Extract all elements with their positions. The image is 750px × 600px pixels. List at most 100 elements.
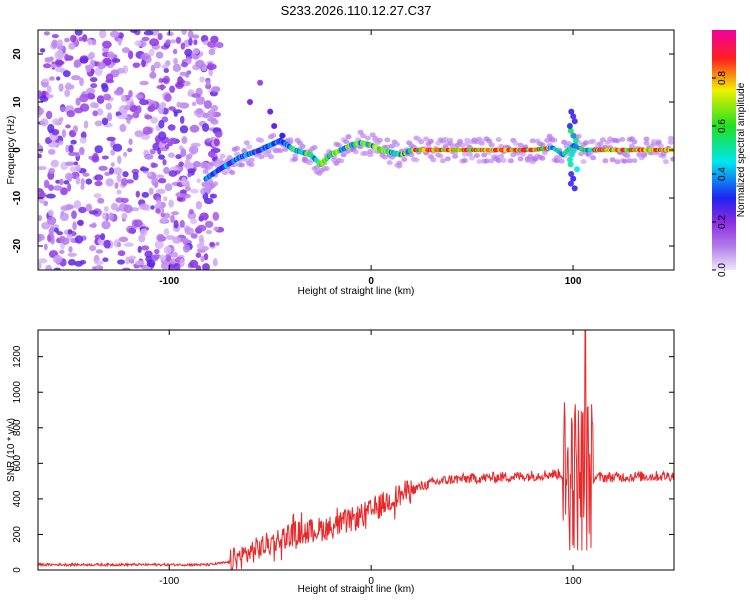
ridge-halo [556,154,563,160]
noise-blob [102,93,112,101]
noise-blob [149,148,156,155]
ridge-spur [247,99,253,105]
ridge-halo [473,153,480,159]
noise-blob [128,90,133,98]
snr-frame [37,329,675,571]
ridge-halo [377,137,383,143]
noise-blob [195,59,205,68]
ridge-halo [498,144,505,149]
ridge-halo [478,141,485,146]
noise-blob [198,234,204,243]
ridge-halo [335,142,342,148]
spike-blob [568,171,575,177]
ridge-halo [258,138,265,143]
noise-blob [93,193,102,199]
ridge-halo [449,143,456,149]
noise-blob [73,161,79,166]
noise-blob [110,162,115,167]
noise-blob [141,36,150,42]
ridge-halo [561,139,568,145]
ridge-halo [476,159,483,164]
ridge-halo [643,140,650,146]
noise-blob [38,145,44,154]
noise-blob [193,39,198,46]
noise-blob [103,239,111,249]
noise-blob [62,70,71,78]
ridge-halo [461,158,468,163]
noise-blob [196,224,207,232]
noise-blob [83,120,89,129]
noise-blob [174,263,181,270]
noise-blob [153,61,161,69]
ridge-halo [265,148,272,154]
ridge-halo [641,152,648,158]
ridge-halo [345,134,352,140]
noise-blob [132,171,139,181]
noise-blob [50,159,59,168]
noise-blob [116,189,122,195]
noise-blob [51,34,59,39]
noise-blob [189,124,200,133]
noise-blob [61,129,67,138]
ridge-halo [529,138,536,144]
spike-blob [566,123,573,129]
noise-blob [199,212,209,221]
ridge-halo [401,157,408,162]
noise-blob [103,206,109,212]
noise-blob [59,212,69,222]
noise-blob [43,243,48,251]
noise-blob [85,178,93,185]
noise-blob [75,176,81,185]
colorbar-tick-label: 0.8 [717,71,728,85]
ridge-halo [299,143,306,149]
ridge-halo [621,158,628,164]
spike-blob [568,108,575,115]
noise-blob [97,197,105,204]
noise-blob [48,167,56,175]
noise-blob [196,178,201,184]
noise-blob [48,142,58,148]
noise-blob [180,148,187,158]
noise-blob [195,108,204,115]
ridge-halo [597,141,604,147]
noise-blob [191,93,201,98]
noise-blob [192,161,201,168]
ridge-halo [539,142,546,148]
noise-blob [173,219,179,229]
noise-blob [164,93,172,103]
noise-blob [123,105,131,111]
noise-blob [144,153,154,160]
noise-blob [90,83,98,89]
snr-series-line [38,330,674,570]
noise-blob [101,155,109,160]
noise-blob [180,79,185,84]
noise-blob [205,229,213,235]
noise-blob [72,221,77,231]
noise-blob [43,200,49,207]
noise-blob [59,178,64,186]
noise-blob [135,190,140,198]
noise-blob [94,180,103,187]
noise-blob [148,48,155,57]
noise-blob [207,109,216,118]
noise-blob [65,161,75,166]
ridge-halo [495,137,502,143]
noise-blob [168,170,178,177]
noise-blob [121,212,128,220]
ridge-halo [389,143,396,149]
noise-blob [82,34,88,42]
ridge-halo [459,142,466,148]
y-tick-label: 0 [12,567,23,573]
noise-blob [127,147,133,153]
noise-blob [179,219,185,228]
noise-blob [38,233,43,243]
noise-blob [157,33,163,41]
spike-blob [570,175,577,182]
noise-blob [140,55,150,60]
noise-blob [141,245,150,251]
noise-blob [163,196,168,202]
noise-blob [188,37,193,46]
noise-blob [149,38,160,47]
noise-blob [144,250,153,258]
noise-blob [97,62,106,70]
